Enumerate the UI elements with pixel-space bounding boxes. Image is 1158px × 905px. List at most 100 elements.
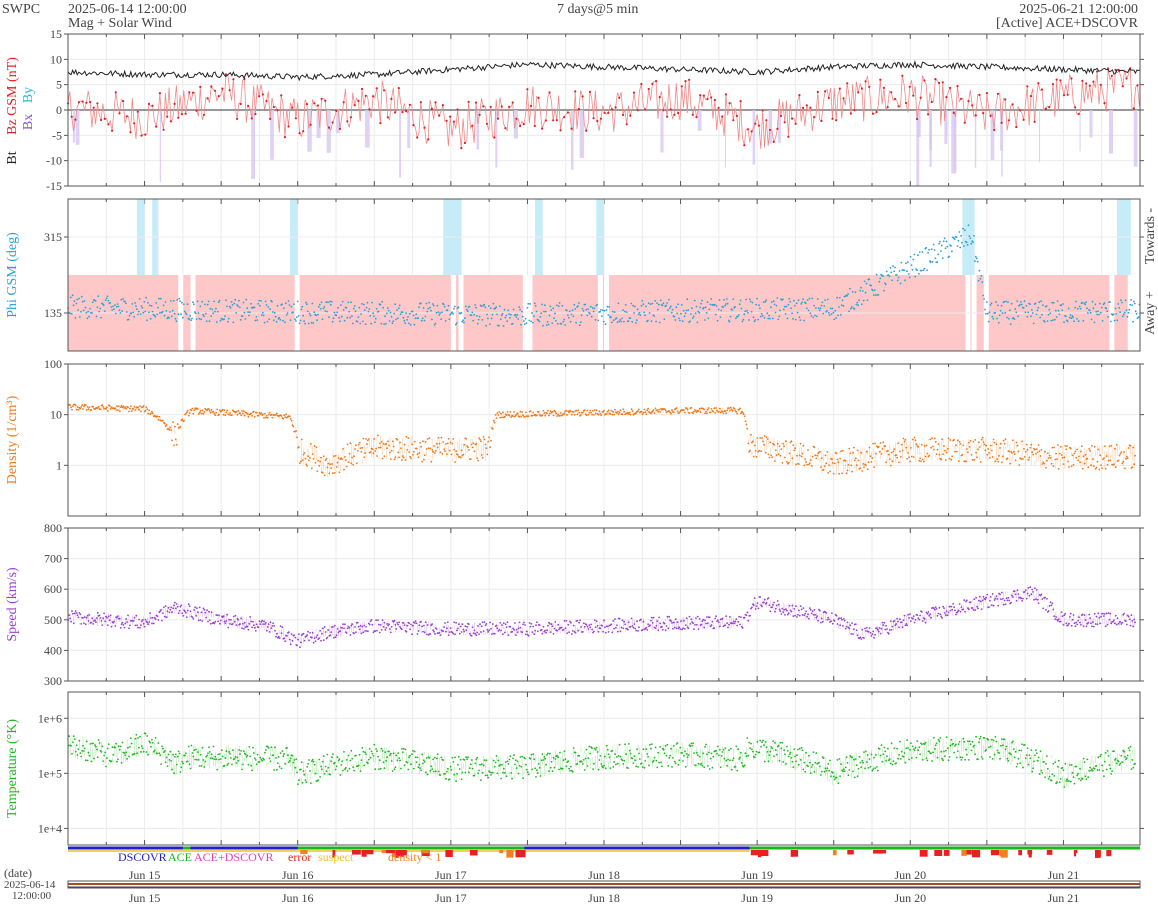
density-point — [542, 409, 545, 412]
density-point — [824, 454, 827, 457]
bz-point — [144, 133, 147, 136]
density-point — [214, 414, 217, 417]
speed-point — [173, 604, 175, 607]
density-point — [1106, 463, 1109, 466]
phi-point — [1008, 309, 1011, 312]
density-point — [117, 405, 120, 408]
density-point — [807, 449, 809, 451]
density-point — [618, 411, 621, 414]
phi-point — [511, 322, 514, 325]
speed-point — [551, 625, 554, 628]
density-point — [1114, 447, 1116, 450]
phi-point — [201, 300, 204, 303]
phi-point — [1027, 311, 1030, 314]
phi-point — [675, 306, 678, 309]
phi-point — [1096, 313, 1098, 316]
phi-point — [412, 314, 415, 317]
phi-point — [756, 297, 758, 300]
phi-point — [553, 317, 555, 319]
speed-point — [606, 625, 609, 628]
phi-point — [194, 312, 197, 315]
phi-point — [569, 320, 572, 323]
bz-point — [787, 135, 790, 138]
phi-point — [759, 307, 761, 310]
phi-point — [196, 300, 199, 303]
phi-point — [110, 306, 113, 308]
phi-point — [528, 319, 531, 322]
density-point — [1133, 463, 1136, 466]
phi-point — [1088, 309, 1091, 312]
phi-point — [1008, 317, 1010, 320]
density-point — [350, 462, 353, 465]
bz-point — [530, 104, 533, 108]
density-point — [599, 412, 602, 415]
bz-point — [1015, 125, 1018, 129]
phi-point — [261, 311, 264, 314]
speed-point — [449, 627, 452, 629]
density-point — [951, 455, 954, 458]
density-point — [480, 440, 482, 443]
density-point — [588, 411, 591, 414]
phi-point — [120, 298, 123, 301]
phi-point — [313, 311, 316, 314]
speed-point — [670, 620, 672, 622]
phi-point — [779, 309, 781, 312]
density-point — [848, 447, 851, 450]
phi-point — [1066, 320, 1069, 323]
density-point — [867, 461, 870, 464]
density-point — [141, 406, 144, 408]
density-point — [881, 448, 884, 450]
speed-point — [233, 620, 236, 623]
bz-point — [169, 120, 172, 123]
density-point — [788, 452, 791, 455]
bz-point — [485, 122, 489, 125]
density-point — [389, 451, 391, 454]
density-point — [296, 436, 298, 439]
bz-point — [247, 104, 250, 107]
phi-point — [354, 310, 357, 313]
phi-point — [945, 240, 948, 243]
speed-point — [480, 625, 483, 628]
phi-point — [939, 240, 941, 243]
speed-point — [718, 625, 721, 628]
density-point — [367, 439, 369, 442]
density-point — [943, 445, 945, 447]
bz-point — [202, 113, 206, 116]
speed-point — [228, 618, 231, 621]
phi-point — [199, 305, 202, 308]
density-point — [754, 449, 757, 452]
speed-point — [247, 628, 250, 631]
phi-point — [823, 305, 826, 307]
phi-point — [133, 316, 136, 318]
speed-point — [231, 623, 234, 625]
density-point — [417, 456, 420, 459]
speed-point — [558, 628, 560, 631]
bz-point — [879, 78, 882, 81]
density-point — [486, 453, 489, 456]
speed-point — [332, 626, 334, 628]
phi-point — [495, 306, 498, 309]
density-point — [369, 451, 372, 453]
bz-point — [647, 87, 650, 91]
density-point — [529, 410, 532, 412]
bz-point — [669, 108, 672, 111]
bz-point — [408, 103, 411, 106]
density-point — [849, 452, 852, 454]
density-point — [465, 437, 468, 440]
density-point — [114, 407, 117, 409]
phi-point — [134, 302, 137, 304]
bz-point — [1103, 102, 1106, 105]
phi-point — [567, 316, 570, 319]
speed-point — [535, 624, 537, 627]
phi-point — [797, 299, 800, 302]
density-point — [860, 451, 863, 454]
density-point — [115, 409, 117, 411]
density-point — [509, 411, 512, 413]
speed-point — [266, 626, 269, 628]
density-point — [713, 407, 716, 410]
density-point — [833, 462, 836, 465]
phi-point — [1126, 315, 1129, 318]
phi-point — [977, 279, 980, 282]
density-point — [418, 452, 421, 455]
density-point — [610, 409, 613, 412]
